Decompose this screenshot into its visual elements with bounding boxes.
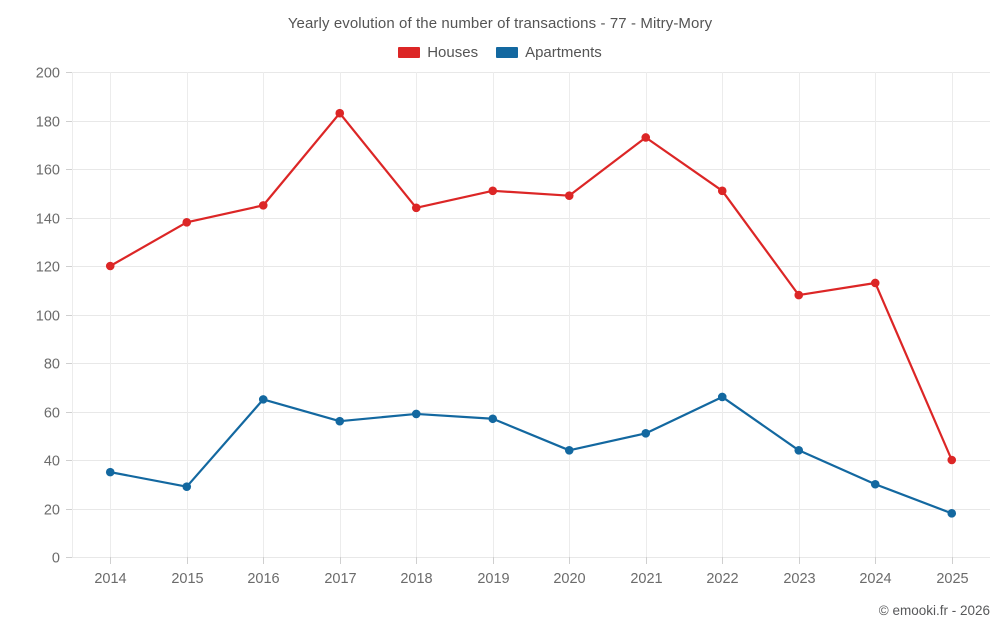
x-tick-label: 2018 xyxy=(400,571,432,587)
y-tick-label: 60 xyxy=(44,406,60,422)
data-point-houses-2020[interactable] xyxy=(564,191,574,200)
data-point-apartments-2015[interactable] xyxy=(182,482,192,491)
legend-label-apartments: Apartments xyxy=(525,44,602,61)
data-point-houses-2019[interactable] xyxy=(488,186,498,196)
x-tick-label: 2015 xyxy=(171,571,203,587)
x-tick-label: 2020 xyxy=(553,571,585,587)
data-point-houses-2017[interactable] xyxy=(335,108,345,118)
x-tick-label: 2022 xyxy=(706,571,738,587)
series-line-houses xyxy=(109,112,953,462)
data-point-apartments-2017[interactable] xyxy=(335,416,345,426)
x-tick-label: 2014 xyxy=(94,571,126,587)
data-point-apartments-2020[interactable] xyxy=(564,446,574,455)
data-point-houses-2024[interactable] xyxy=(870,278,880,288)
x-tick-label: 2017 xyxy=(324,571,356,587)
data-point-houses-2014[interactable] xyxy=(105,261,115,271)
x-tick-label: 2025 xyxy=(936,571,968,587)
y-tick-label: 160 xyxy=(36,163,60,179)
series-line-apartments xyxy=(109,395,953,515)
y-tick-label: 140 xyxy=(36,212,60,228)
x-tick-label: 2024 xyxy=(859,571,891,587)
y-tick-label: 80 xyxy=(44,357,60,373)
y-tick-label: 20 xyxy=(44,503,60,519)
data-point-houses-2015[interactable] xyxy=(182,218,192,227)
y-tick-label: 0 xyxy=(52,551,60,567)
chart-title: Yearly evolution of the number of transa… xyxy=(287,15,713,32)
data-point-houses-2016[interactable] xyxy=(258,201,268,210)
data-point-apartments-2024[interactable] xyxy=(870,479,880,489)
data-point-apartments-2014[interactable] xyxy=(105,467,115,477)
y-tick-label: 200 xyxy=(36,66,60,82)
x-tick-label: 2023 xyxy=(783,571,815,587)
data-point-apartments-2018[interactable] xyxy=(411,409,421,419)
data-point-houses-2021[interactable] xyxy=(641,133,651,142)
data-point-apartments-2025[interactable] xyxy=(947,509,957,518)
data-point-apartments-2023[interactable] xyxy=(794,446,804,455)
chart-legend: Houses Apartments xyxy=(0,44,1000,61)
legend-item-houses[interactable]: Houses xyxy=(398,44,478,61)
data-point-houses-2023[interactable] xyxy=(794,290,804,300)
legend-swatch-apartments xyxy=(496,47,519,58)
x-tick-label: 2021 xyxy=(630,571,662,587)
data-point-houses-2018[interactable] xyxy=(411,203,421,213)
y-tick-label: 40 xyxy=(44,454,60,470)
data-series-layer xyxy=(105,108,957,518)
x-tick-label: 2016 xyxy=(247,571,279,587)
data-point-apartments-2021[interactable] xyxy=(641,429,651,438)
x-tick-label: 2019 xyxy=(477,571,509,587)
legend-label-houses: Houses xyxy=(427,44,479,61)
data-point-houses-2022[interactable] xyxy=(717,186,727,196)
legend-swatch-houses xyxy=(398,47,421,58)
legend-item-apartments[interactable]: Apartments xyxy=(496,44,602,61)
vertical-grid-layer xyxy=(72,72,953,557)
y-tick-label: 180 xyxy=(36,115,60,131)
data-point-houses-2025[interactable] xyxy=(947,455,957,465)
copyright-credit: © emooki.fr - 2026 xyxy=(878,603,990,618)
y-axis-ticks: 0 20 40 60 80 100 120 140 160 180 200 xyxy=(36,66,72,567)
grid-layer xyxy=(72,72,990,558)
y-tick-label: 120 xyxy=(36,260,60,276)
data-point-apartments-2016[interactable] xyxy=(258,395,268,404)
data-point-apartments-2019[interactable] xyxy=(488,414,498,424)
data-point-apartments-2022[interactable] xyxy=(717,392,727,402)
x-axis-ticks: 2014 2015 2016 2017 2018 2019 2020 2021 2022 2023… xyxy=(94,557,969,587)
y-tick-label: 100 xyxy=(36,309,60,325)
